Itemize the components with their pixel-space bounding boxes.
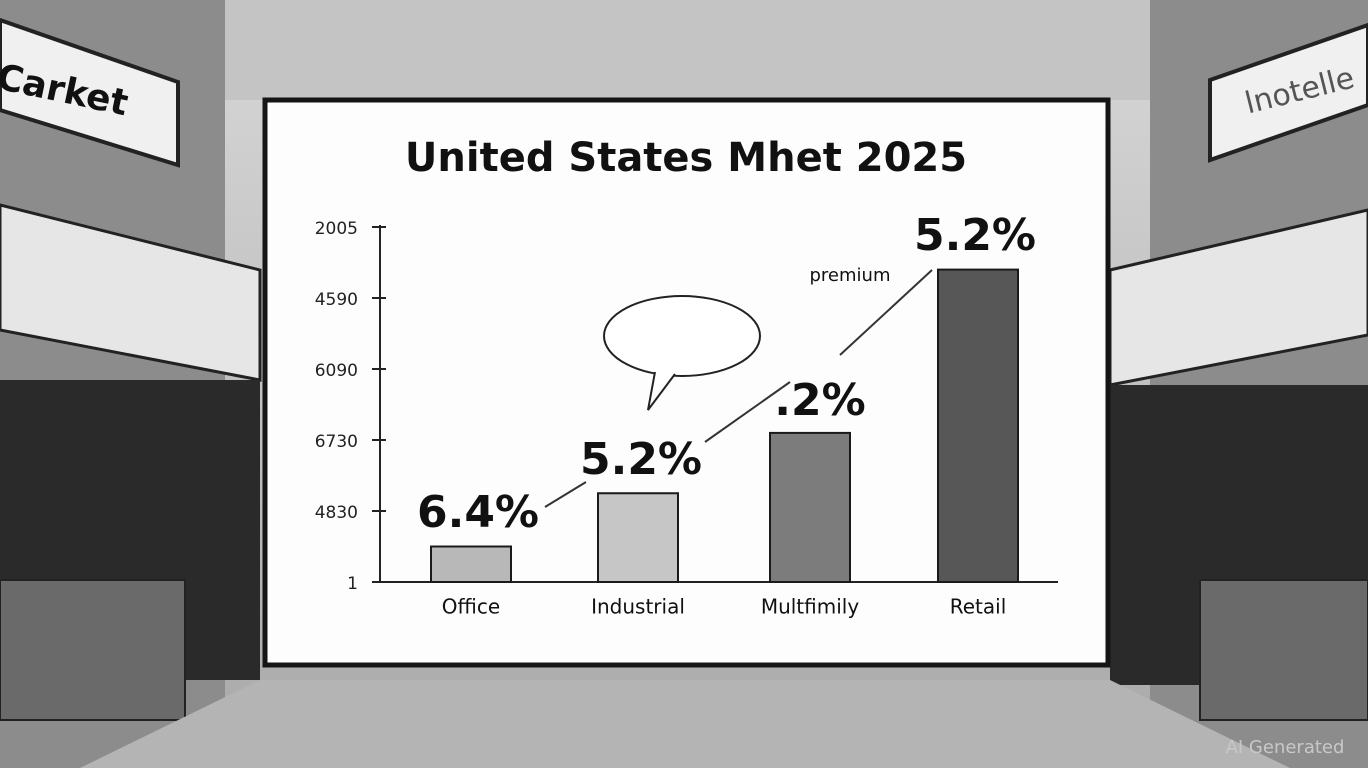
x-tick-label: Multfimily [761,595,860,619]
y-tick-label: 4830 [315,503,358,523]
bar [937,268,1019,583]
far-buildings [220,0,1150,100]
y-tick-label: 4590 [315,290,358,310]
x-tick-label: Industrial [591,595,685,619]
arrow [544,481,587,508]
annotation: 6.4% [417,487,539,538]
x-tick-label: Retail [950,595,1007,619]
y-tick-label: 2005 [315,219,358,239]
y-tick-label: 6730 [315,432,358,452]
arrow [839,269,933,356]
left-table [0,579,186,721]
annotation: 5.2% [914,210,1036,261]
right-sign [1208,22,1368,163]
annotation: 5.2% [580,434,702,485]
x-tick-label: Office [442,595,500,619]
watermark: AI Generated [1226,737,1345,758]
street [80,680,1290,768]
right-table [1199,579,1368,721]
bar [769,431,851,583]
annotation: premium [810,265,891,286]
bar [597,492,679,583]
arrow [704,381,791,443]
left-sign [0,17,180,168]
chart-title: United States Mhet 2025 [405,135,967,181]
speech-bubble [603,295,761,377]
bubble-tail [647,371,676,411]
bar [430,545,512,583]
y-tick-label: 1 [347,574,358,594]
y-tick-label: 6090 [315,361,358,381]
